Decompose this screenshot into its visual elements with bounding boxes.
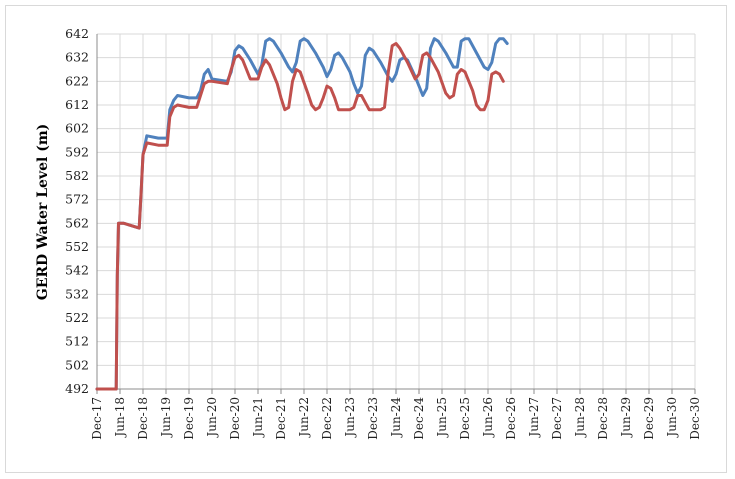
y-tick-label: 612 [65, 97, 89, 112]
x-tick-label: Jun-21 [251, 397, 265, 439]
x-tick-label: Dec-24 [412, 397, 426, 440]
axis-layer [96, 34, 696, 394]
x-tick-label: Jun-30 [665, 397, 679, 439]
label-layer: 492 502 512 522 532 542 552 562 572 582 592 602 612 6… [65, 26, 702, 440]
y-tick-label: 522 [65, 310, 89, 325]
x-tick-label: Jun-29 [619, 397, 633, 439]
x-tick-label: Jun-27 [527, 397, 541, 439]
series-layer [95, 37, 509, 391]
x-tick-label: Jun-25 [435, 397, 449, 439]
grid-layer [96, 33, 696, 390]
x-tick-label: Dec-23 [366, 397, 380, 440]
series-line-1 [95, 37, 509, 391]
x-tick-label: Jun-18 [113, 397, 127, 439]
x-tick-label: Jun-28 [573, 397, 587, 439]
y-tick-label: 592 [65, 144, 89, 159]
x-tick-label: Jun-22 [297, 397, 311, 439]
x-tick-label: Jun-19 [159, 397, 173, 439]
x-tick-label: Dec-22 [320, 397, 334, 440]
x-tick-label: Jun-26 [481, 397, 495, 439]
x-tick-label: Dec-26 [504, 397, 518, 440]
y-tick-label: 572 [65, 192, 89, 207]
y-tick-label: 602 [65, 121, 89, 136]
y-tick-label: 622 [65, 73, 89, 88]
y-tick-label: 642 [65, 26, 89, 41]
x-tick-label: Jun-24 [389, 397, 403, 439]
y-tick-label: 492 [65, 381, 89, 396]
x-tick-label: Dec-29 [642, 397, 656, 440]
y-tick-label: 582 [65, 168, 89, 183]
x-tick-label: Jun-20 [205, 397, 219, 439]
y-axis-title: GERD Water Level (m) [35, 124, 51, 301]
y-tick-label: 502 [65, 357, 89, 372]
chart-frame [5, 5, 727, 473]
y-tick-label: 512 [65, 334, 89, 349]
x-tick-label: Dec-20 [228, 397, 242, 440]
y-tick-label: 632 [65, 50, 89, 65]
y-tick-label: 562 [65, 215, 89, 230]
x-tick-label: Dec-19 [182, 397, 196, 440]
series-line-2 [95, 42, 505, 391]
y-tick-label: 552 [65, 239, 89, 254]
y-tick-label: 542 [65, 263, 89, 278]
x-tick-label: Dec-30 [688, 397, 702, 440]
x-tick-label: Dec-27 [550, 397, 564, 440]
x-tick-label: Dec-21 [274, 397, 288, 440]
x-tick-label: Dec-25 [458, 397, 472, 440]
x-tick-label: Dec-28 [596, 397, 610, 440]
x-tick-label: Dec-17 [90, 397, 104, 440]
x-tick-label: Dec-18 [136, 397, 150, 440]
y-tick-label: 532 [65, 286, 89, 301]
x-tick-label: Jun-23 [343, 397, 357, 439]
